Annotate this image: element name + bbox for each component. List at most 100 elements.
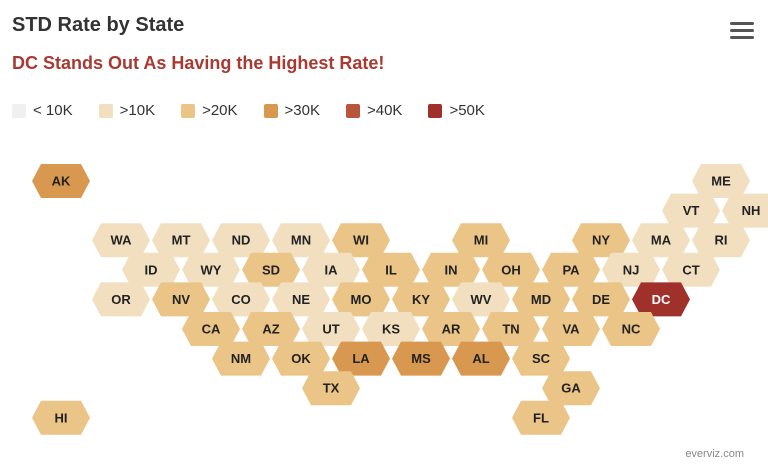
hamburger-menu-icon[interactable] bbox=[730, 22, 754, 40]
state-tile-ia[interactable]: IA bbox=[302, 252, 360, 287]
state-hexagon bbox=[302, 252, 360, 287]
state-tile-la[interactable]: LA bbox=[332, 341, 390, 376]
state-tile-ri[interactable]: RI bbox=[692, 223, 750, 258]
state-label: TX bbox=[323, 381, 340, 396]
state-label: PA bbox=[562, 262, 580, 277]
state-label: WI bbox=[353, 233, 369, 248]
state-hexagon bbox=[512, 341, 570, 376]
state-tile-wa[interactable]: WA bbox=[92, 223, 150, 258]
state-tile-ny[interactable]: NY bbox=[572, 223, 630, 258]
state-tile-md[interactable]: MD bbox=[512, 282, 570, 317]
state-hexagon bbox=[302, 312, 360, 346]
state-tile-sd[interactable]: SD bbox=[242, 252, 300, 287]
legend-item-lt10k[interactable]: < 10K bbox=[12, 102, 73, 119]
state-label: OH bbox=[501, 262, 521, 277]
state-tile-pa[interactable]: PA bbox=[542, 252, 600, 287]
state-tile-al[interactable]: AL bbox=[452, 341, 510, 376]
state-tile-nd[interactable]: ND bbox=[212, 223, 270, 258]
legend-label: >20K bbox=[202, 102, 238, 119]
state-tile-ms[interactable]: MS bbox=[392, 341, 450, 376]
state-hexagon bbox=[332, 282, 390, 317]
state-tile-ar[interactable]: AR bbox=[422, 312, 480, 346]
legend-item-gt30k[interactable]: >30K bbox=[263, 102, 320, 119]
state-tile-tx[interactable]: TX bbox=[302, 371, 360, 406]
state-tile-ut[interactable]: UT bbox=[302, 312, 360, 346]
state-hexagon bbox=[332, 341, 390, 376]
legend-item-gt40k[interactable]: >40K bbox=[345, 102, 403, 119]
state-label: VT bbox=[683, 203, 700, 218]
legend-label: >10K bbox=[119, 102, 156, 119]
state-tile-fl[interactable]: FL bbox=[512, 400, 570, 435]
state-hexagon bbox=[362, 252, 420, 287]
state-label: MT bbox=[172, 233, 191, 248]
legend-item-gt10k[interactable]: >10K bbox=[98, 102, 156, 119]
state-tile-wi[interactable]: WI bbox=[332, 223, 390, 258]
state-tile-il[interactable]: IL bbox=[362, 252, 420, 287]
state-label: VA bbox=[562, 322, 580, 337]
state-label: UT bbox=[322, 322, 339, 337]
state-tile-vt[interactable]: VT bbox=[662, 193, 720, 228]
state-label: AR bbox=[442, 322, 461, 337]
state-tile-ct[interactable]: CT bbox=[662, 252, 720, 287]
state-tile-nv[interactable]: NV bbox=[152, 282, 210, 317]
state-tile-mt[interactable]: MT bbox=[152, 223, 210, 258]
state-tile-hi[interactable]: HI bbox=[32, 400, 90, 435]
state-tile-nc[interactable]: NC bbox=[602, 312, 660, 346]
state-tile-ks[interactable]: KS bbox=[362, 312, 420, 346]
state-tile-sc[interactable]: SC bbox=[512, 341, 570, 376]
state-hexagon bbox=[272, 223, 330, 258]
state-tile-ok[interactable]: OK bbox=[272, 341, 330, 376]
state-tile-ky[interactable]: KY bbox=[392, 282, 450, 317]
state-label: MI bbox=[474, 233, 488, 248]
state-tile-id[interactable]: ID bbox=[122, 252, 180, 287]
state-hexagon bbox=[632, 223, 690, 258]
state-label: AL bbox=[472, 351, 489, 366]
state-tile-nm[interactable]: NM bbox=[212, 341, 270, 376]
state-tile-co[interactable]: CO bbox=[212, 282, 270, 317]
everviz-credit-link[interactable]: everviz.com bbox=[685, 448, 744, 460]
state-tile-me[interactable]: ME bbox=[692, 164, 750, 198]
state-hexagon bbox=[242, 312, 300, 346]
state-tile-or[interactable]: OR bbox=[92, 282, 150, 317]
state-label: DC bbox=[652, 292, 671, 307]
legend-label: >40K bbox=[366, 102, 403, 119]
state-label: IN bbox=[445, 262, 458, 277]
state-tile-ca[interactable]: CA bbox=[182, 312, 240, 346]
state-tile-az[interactable]: AZ bbox=[242, 312, 300, 346]
state-tile-mo[interactable]: MO bbox=[332, 282, 390, 317]
state-hexagon bbox=[332, 223, 390, 258]
state-label: CO bbox=[231, 292, 251, 307]
state-tile-nh[interactable]: NH bbox=[722, 193, 768, 228]
state-tile-nj[interactable]: NJ bbox=[602, 252, 660, 287]
state-tile-wy[interactable]: WY bbox=[182, 252, 240, 287]
state-label: AK bbox=[52, 174, 71, 189]
state-tile-ga[interactable]: GA bbox=[542, 371, 600, 406]
state-tile-mn[interactable]: MN bbox=[272, 223, 330, 258]
state-label: GA bbox=[561, 381, 581, 396]
legend-item-gt20k[interactable]: >20K bbox=[181, 102, 238, 119]
state-label: ND bbox=[232, 233, 251, 248]
state-tile-ma[interactable]: MA bbox=[632, 223, 690, 258]
state-label: TN bbox=[502, 322, 519, 337]
state-label: MN bbox=[291, 233, 311, 248]
state-label: HI bbox=[55, 410, 68, 425]
state-label: DE bbox=[592, 292, 610, 307]
state-tile-mi[interactable]: MI bbox=[452, 223, 510, 258]
state-tile-ak[interactable]: AK bbox=[32, 164, 90, 198]
legend-label: >30K bbox=[284, 102, 320, 119]
state-tile-wv[interactable]: WV bbox=[452, 282, 510, 317]
state-label: NC bbox=[622, 322, 641, 337]
state-label: MO bbox=[351, 292, 372, 307]
state-hexagon bbox=[272, 282, 330, 317]
state-label: NV bbox=[172, 292, 190, 307]
state-tile-va[interactable]: VA bbox=[542, 312, 600, 346]
state-tile-dc[interactable]: DC bbox=[632, 282, 690, 317]
state-hexagon bbox=[152, 223, 210, 258]
state-tile-de[interactable]: DE bbox=[572, 282, 630, 317]
state-label: SD bbox=[262, 262, 280, 277]
legend-item-gt50k[interactable]: >50K bbox=[428, 102, 485, 119]
state-tile-tn[interactable]: TN bbox=[482, 312, 540, 346]
state-tile-oh[interactable]: OH bbox=[482, 252, 540, 287]
state-tile-in[interactable]: IN bbox=[422, 252, 480, 287]
state-tile-ne[interactable]: NE bbox=[272, 282, 330, 317]
